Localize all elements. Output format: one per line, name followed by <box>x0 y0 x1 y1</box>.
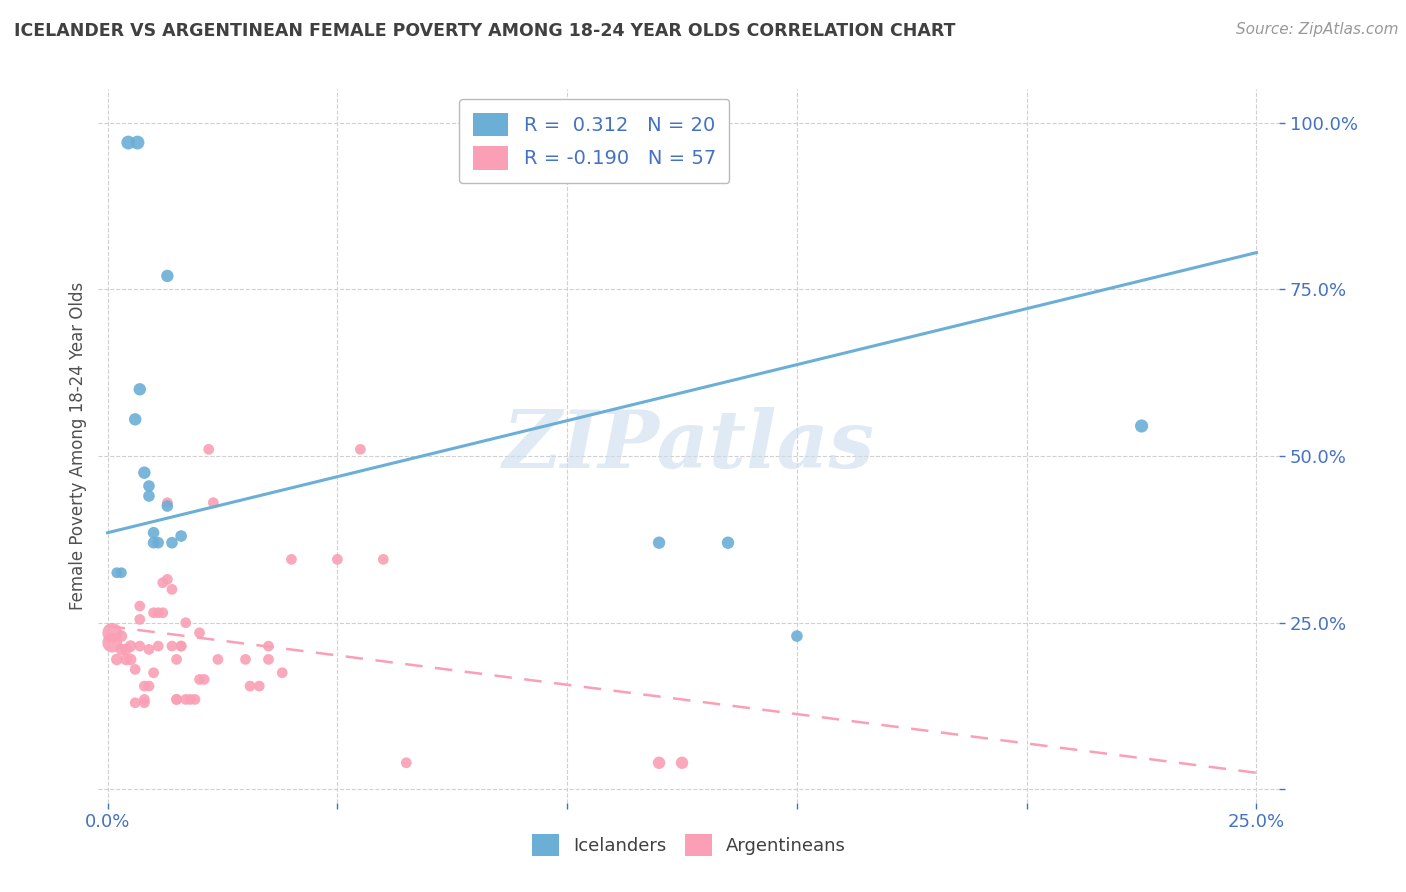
Point <box>152 575 174 590</box>
Point <box>648 756 671 770</box>
Point <box>373 552 395 566</box>
Point <box>115 652 138 666</box>
Point <box>156 573 179 587</box>
Point <box>115 642 138 657</box>
Point <box>127 136 149 150</box>
Point <box>156 268 179 283</box>
Point <box>170 639 193 653</box>
Point <box>193 673 215 687</box>
Point <box>138 679 160 693</box>
Point <box>134 692 156 706</box>
Y-axis label: Female Poverty Among 18-24 Year Olds: Female Poverty Among 18-24 Year Olds <box>69 282 87 610</box>
Point <box>179 692 201 706</box>
Point <box>142 535 165 549</box>
Point <box>247 679 270 693</box>
Point <box>128 612 150 626</box>
Point <box>207 652 229 666</box>
Point <box>156 499 179 513</box>
Point <box>648 535 671 549</box>
Point <box>124 662 146 676</box>
Point <box>142 606 165 620</box>
Point <box>146 639 169 653</box>
Point <box>101 625 124 640</box>
Point <box>395 756 418 770</box>
Point <box>174 615 197 630</box>
Text: ICELANDER VS ARGENTINEAN FEMALE POVERTY AMONG 18-24 YEAR OLDS CORRELATION CHART: ICELANDER VS ARGENTINEAN FEMALE POVERTY … <box>14 22 956 40</box>
Point <box>671 756 693 770</box>
Point <box>146 535 169 549</box>
Point <box>174 692 197 706</box>
Point <box>280 552 302 566</box>
Point <box>349 442 371 457</box>
Point <box>105 566 128 580</box>
Point <box>128 599 150 613</box>
Text: ZIPatlas: ZIPatlas <box>503 408 875 484</box>
Point <box>142 525 165 540</box>
Point <box>257 652 280 666</box>
Point <box>101 636 124 650</box>
Point <box>120 652 142 666</box>
Legend: Icelanders, Argentineans: Icelanders, Argentineans <box>523 825 855 865</box>
Point <box>184 692 207 706</box>
Point <box>124 696 146 710</box>
Point <box>166 692 188 706</box>
Point <box>717 535 740 549</box>
Text: Source: ZipAtlas.com: Source: ZipAtlas.com <box>1236 22 1399 37</box>
Point <box>105 652 128 666</box>
Point <box>138 489 160 503</box>
Point <box>1130 419 1153 434</box>
Point <box>257 639 280 653</box>
Point <box>128 639 150 653</box>
Point <box>188 625 211 640</box>
Point <box>128 382 150 396</box>
Point <box>160 535 183 549</box>
Point <box>152 606 174 620</box>
Point <box>142 665 165 680</box>
Point <box>134 679 156 693</box>
Point <box>156 496 179 510</box>
Point <box>138 642 160 657</box>
Point <box>110 566 132 580</box>
Point <box>188 673 211 687</box>
Point <box>239 679 262 693</box>
Point <box>786 629 808 643</box>
Point <box>110 629 132 643</box>
Point <box>134 696 156 710</box>
Point <box>138 479 160 493</box>
Point <box>166 652 188 666</box>
Point <box>160 639 183 653</box>
Point <box>326 552 349 566</box>
Point <box>235 652 257 666</box>
Point <box>117 136 139 150</box>
Point <box>134 466 156 480</box>
Point <box>146 606 169 620</box>
Point <box>120 639 142 653</box>
Point <box>197 442 219 457</box>
Point <box>166 692 188 706</box>
Point <box>202 496 225 510</box>
Point <box>170 529 193 543</box>
Point <box>124 412 146 426</box>
Point <box>170 639 193 653</box>
Point <box>110 642 132 657</box>
Point <box>160 582 183 597</box>
Point <box>271 665 294 680</box>
